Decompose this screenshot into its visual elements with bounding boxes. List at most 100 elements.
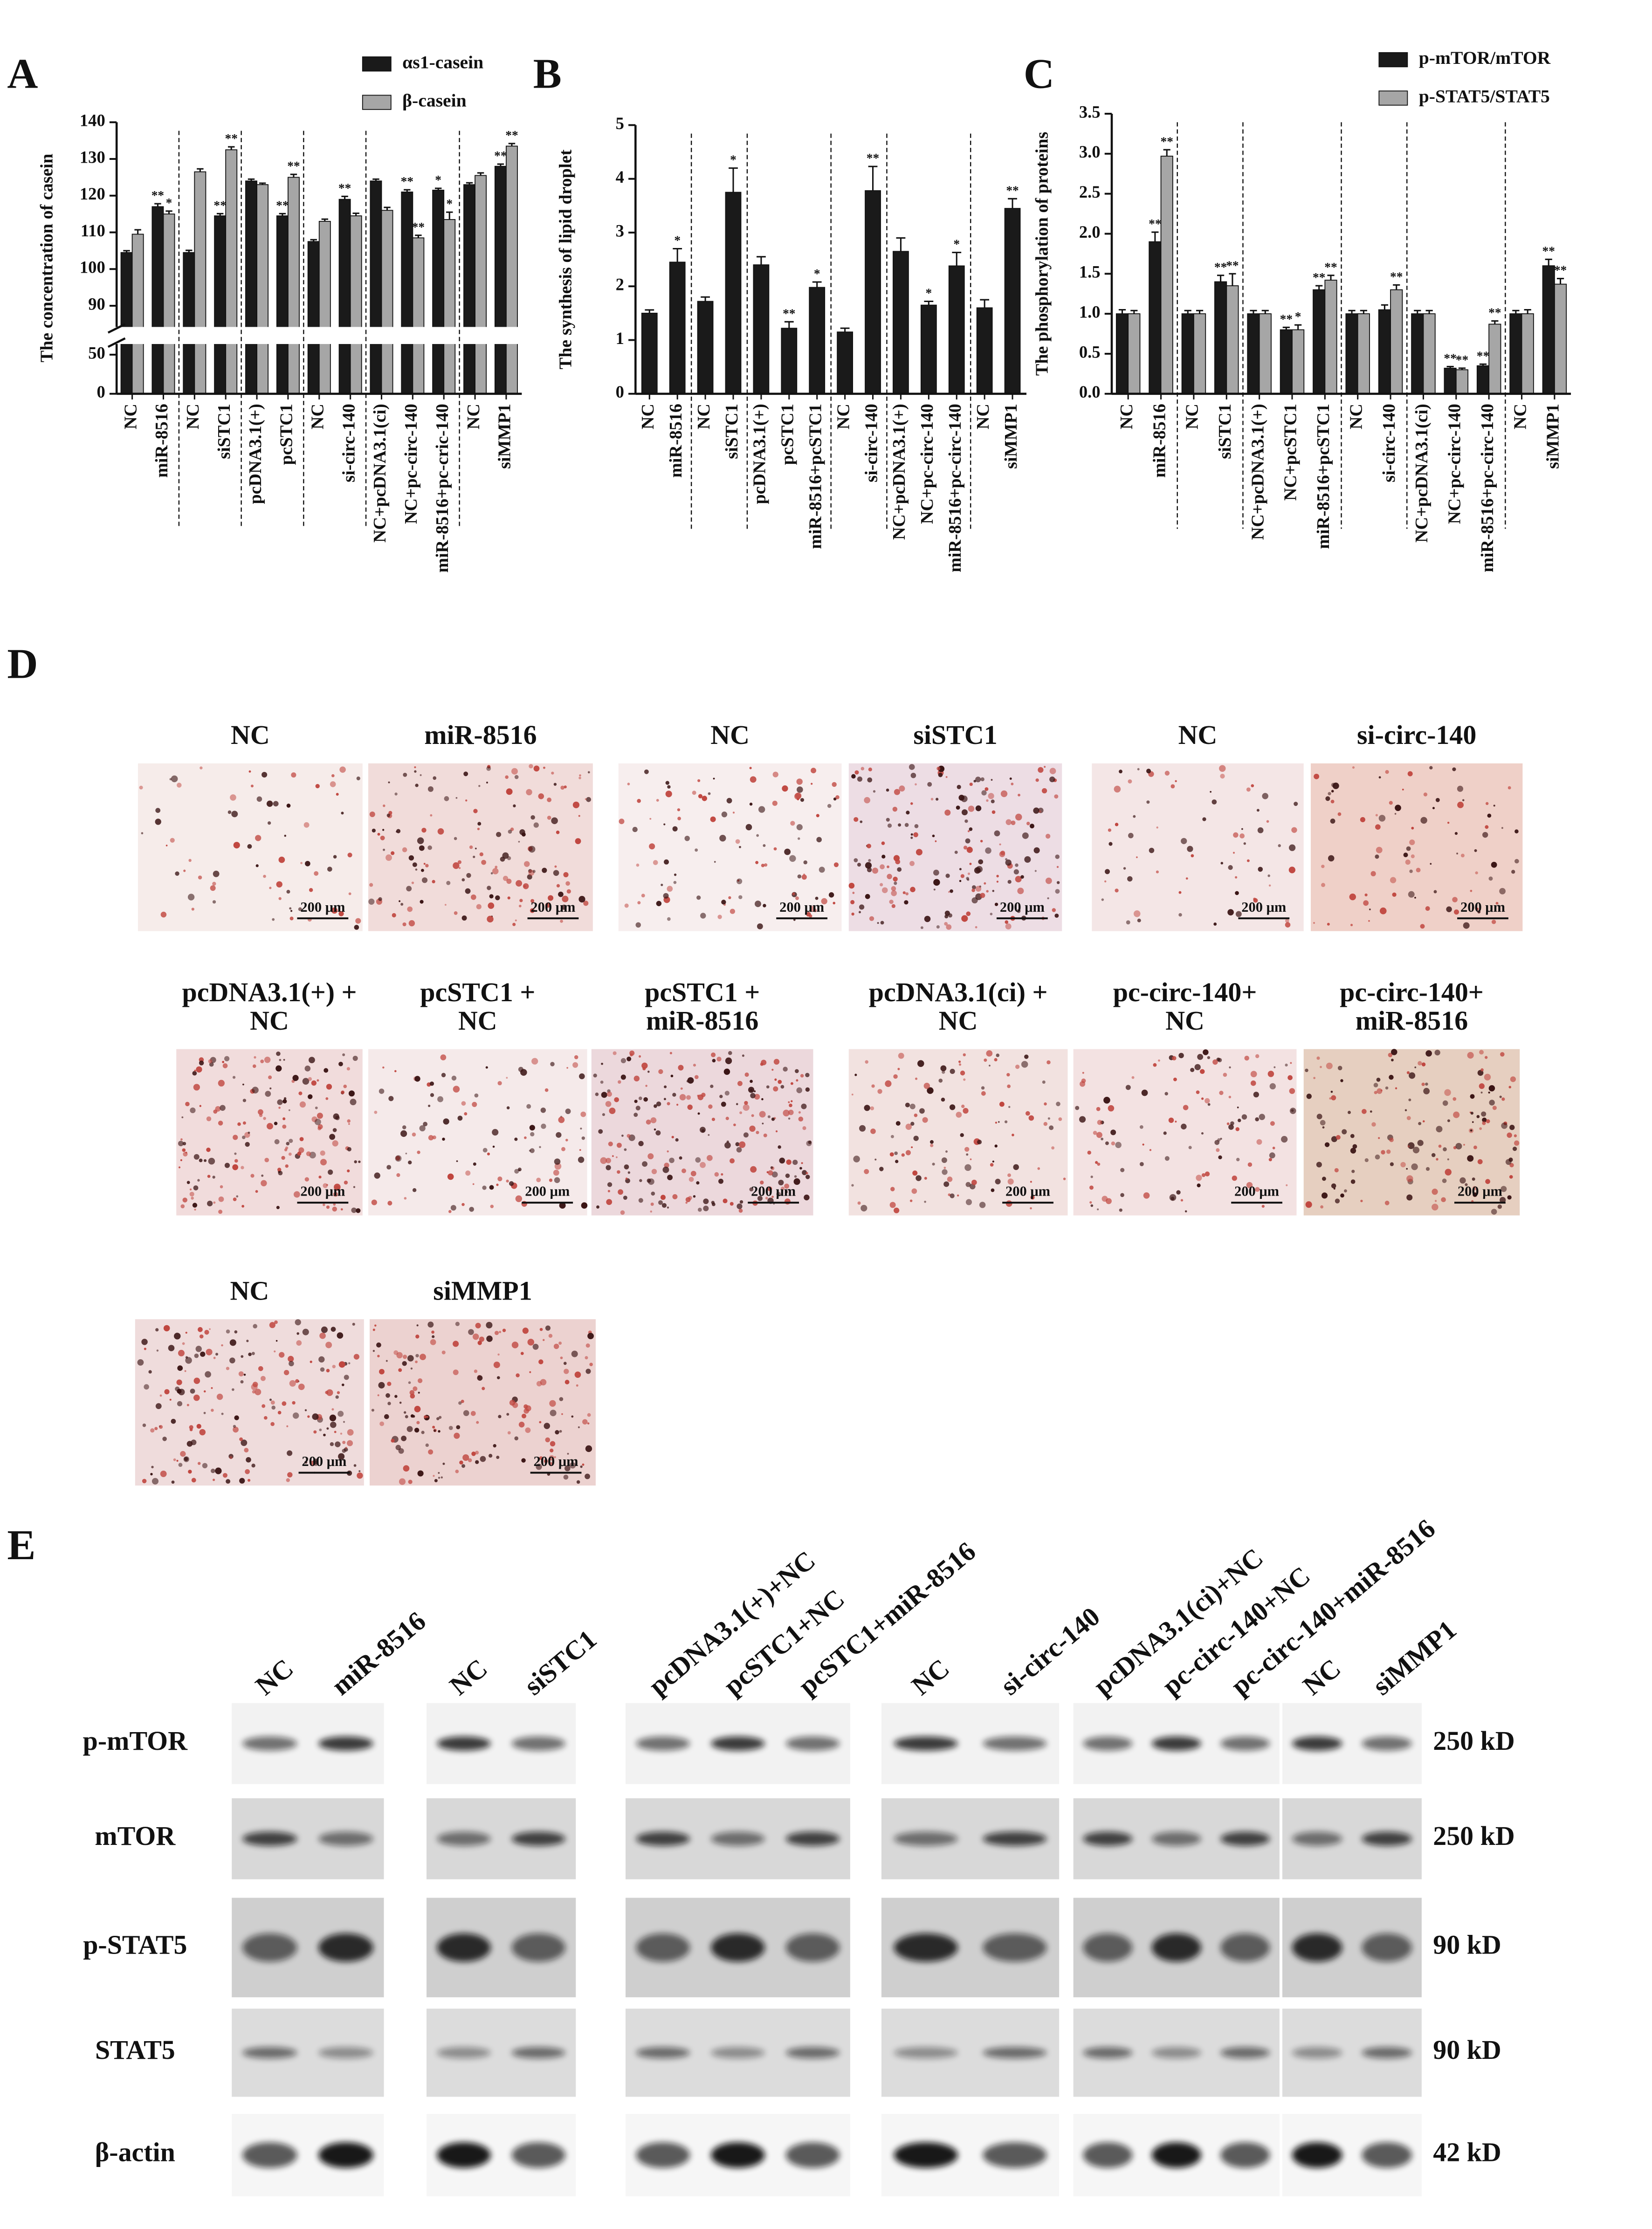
stained-cell [889, 900, 894, 904]
stained-cell [313, 1430, 317, 1434]
stained-cell [492, 868, 499, 874]
stained-cell [320, 1150, 325, 1156]
stained-cell [938, 772, 943, 777]
stained-cell [405, 1152, 407, 1155]
stained-cell [973, 779, 977, 783]
stained-cell [942, 1070, 945, 1074]
stained-cell [941, 1097, 945, 1102]
stained-cell [790, 821, 795, 826]
stained-cell [211, 1409, 214, 1412]
stained-cell [1253, 1092, 1259, 1098]
x-tick-label: NC+pcDNA3.1(+) [1248, 404, 1267, 540]
stained-cell [959, 880, 962, 882]
stained-cell [1411, 826, 1414, 830]
stained-cell [967, 830, 970, 832]
stained-cell [895, 1160, 899, 1163]
micrograph [1303, 1049, 1520, 1216]
bar [669, 261, 686, 394]
stained-cell [772, 771, 778, 777]
stained-cell [387, 1402, 391, 1405]
stained-cell [877, 1089, 882, 1094]
blot-band [1151, 1831, 1201, 1846]
stained-cell [1213, 922, 1217, 926]
error-bar [228, 146, 235, 150]
stained-cell [1432, 1204, 1439, 1211]
stained-cell [778, 1179, 784, 1185]
stained-cell [771, 1171, 778, 1178]
stained-cell [241, 1439, 248, 1446]
stained-cell [643, 1097, 648, 1102]
stained-cell [1340, 1193, 1344, 1198]
significance: ** [1477, 349, 1489, 363]
stained-cell [964, 1164, 971, 1171]
stained-cell [333, 1113, 339, 1120]
blot-band [785, 2047, 840, 2059]
stained-cell [791, 1100, 793, 1102]
stained-cell [260, 1376, 266, 1381]
stained-cell [739, 1141, 746, 1148]
stained-cell [162, 1437, 167, 1441]
stained-cell [677, 808, 681, 812]
stained-cell [1436, 1158, 1439, 1161]
stained-cell [1228, 1124, 1234, 1130]
blot-band [785, 2142, 840, 2168]
error-bar [1446, 365, 1454, 368]
stained-cell [1028, 1115, 1034, 1121]
stained-cell [801, 874, 807, 880]
stained-cell [529, 764, 533, 769]
legend-label: p-mTOR/mTOR [1419, 48, 1551, 68]
stained-cell [1406, 1116, 1411, 1121]
stained-cell [1176, 1190, 1181, 1195]
stained-cell [1363, 900, 1369, 906]
x-tick-label: miR-8516 [1150, 404, 1169, 478]
stained-cell [1178, 891, 1182, 894]
stained-cell [634, 1100, 638, 1103]
stained-cell [252, 1390, 256, 1394]
blot-band [1151, 2047, 1201, 2059]
stained-cell [1012, 1134, 1014, 1136]
micrograph [1092, 763, 1304, 931]
stained-cell [283, 1059, 285, 1061]
stained-cell [555, 1430, 559, 1435]
stained-cell [415, 868, 418, 871]
stained-cell [310, 1360, 312, 1363]
stained-cell [337, 1391, 340, 1394]
stained-cell [756, 1131, 759, 1135]
bar [1149, 241, 1162, 394]
stained-cell [227, 810, 232, 814]
stained-cell [912, 1170, 918, 1176]
stained-cell [723, 1198, 728, 1204]
stained-cell [549, 1178, 553, 1182]
stained-cell [180, 1138, 183, 1141]
stained-cell [1146, 769, 1151, 774]
stained-cell [559, 1430, 562, 1433]
micrograph-title: siSTC1 [913, 720, 997, 750]
stained-cell [595, 1092, 599, 1096]
stained-cell [1489, 1100, 1495, 1106]
stained-cell [930, 1143, 934, 1148]
stained-cell [304, 1461, 308, 1464]
stained-cell [302, 1328, 309, 1335]
stained-cell [421, 868, 424, 872]
stained-cell [255, 1190, 258, 1193]
stained-cell [1164, 1156, 1170, 1161]
stained-cell [298, 1091, 303, 1095]
stained-cell [545, 902, 551, 908]
blot-band [785, 1831, 840, 1846]
error-bar [1512, 310, 1520, 314]
stained-cell [578, 896, 585, 903]
stained-cell [796, 824, 803, 831]
stained-cell [816, 814, 819, 818]
stained-cell [1097, 1208, 1099, 1211]
stained-cell [783, 1109, 790, 1117]
stained-cell [1203, 1049, 1209, 1055]
stained-cell [857, 1201, 861, 1205]
stained-cell [247, 844, 252, 849]
stained-cell [178, 1166, 181, 1169]
stained-cell [469, 845, 473, 849]
stained-cell [906, 811, 910, 815]
stained-cell [833, 862, 839, 867]
stained-cell [1233, 832, 1239, 838]
stained-cell [810, 906, 816, 912]
stained-cell [1168, 1117, 1174, 1123]
